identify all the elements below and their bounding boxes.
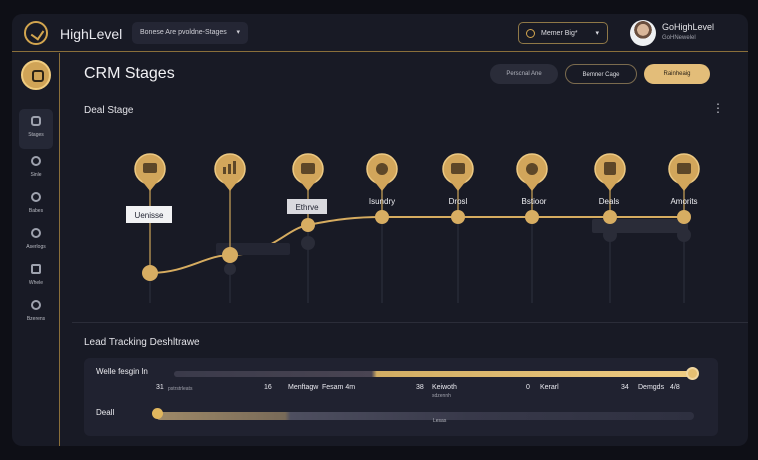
stage-pin-5[interactable] (442, 153, 474, 217)
metric-label: pstrstrleats (168, 386, 193, 392)
user-icon (31, 228, 41, 238)
deal-progress-knob[interactable] (152, 408, 163, 419)
deal-stage-title: Deal Stage (84, 105, 134, 116)
sidebar-item-label: Aserlogs (26, 244, 46, 250)
stage-pin-2[interactable] (214, 153, 246, 255)
deal-track-label: Deall (96, 408, 115, 417)
metric-value: 0 (526, 384, 530, 391)
lead-progress-track[interactable] (174, 371, 694, 377)
metric-value: 34 (621, 384, 629, 391)
stage-pin-3[interactable] (292, 153, 324, 225)
section-divider (72, 322, 748, 323)
highlevel-logo-icon (24, 21, 48, 45)
account-select-label: Memer Big* (541, 30, 578, 37)
personal-button[interactable]: Perscnal Ane (490, 64, 558, 84)
brand-name: HighLevel (60, 26, 123, 42)
deal-progress-track[interactable] (156, 412, 694, 420)
metric-label: 4/8 (670, 384, 680, 391)
sidebar-item-label: Babes (28, 208, 44, 214)
sidebar-item-label: Whele (28, 280, 44, 286)
metric-label: Fesam 4m (322, 384, 356, 391)
pipeline-select-label: Bonese Are pvoldne-Stages (140, 29, 227, 36)
workspace-badge-icon[interactable] (21, 60, 51, 90)
metric-label: Menftagw (288, 384, 319, 391)
sidebar-item-bzerens[interactable]: Bzerens (19, 293, 53, 333)
stage-label-7: Deals (599, 197, 619, 206)
stage-pin-6[interactable] (516, 153, 548, 217)
gear-icon (31, 156, 41, 166)
sidebar-item-label: Sinle (30, 172, 42, 178)
metric-label: Kerarl (540, 384, 559, 391)
chart-icon (31, 116, 41, 126)
stage-label-6: Bstioor (522, 197, 547, 206)
lead-tracking-panel: Welle fesgin ln 31 pstrstrleats 16 Menft… (84, 358, 718, 436)
more-options-icon[interactable]: ⋮ (712, 101, 724, 115)
sidebar-item-label: Bzerens (26, 316, 46, 322)
chevron-down-icon: ▾ (595, 30, 599, 37)
page-title: CRM Stages (84, 65, 175, 82)
sidebar-item-sinle[interactable]: Sinle (19, 149, 53, 189)
metric-value: 16 (264, 384, 272, 391)
sidebar-item-whele[interactable]: Whele (19, 257, 53, 297)
stage-pin-1[interactable] (134, 153, 166, 273)
stage-pin-7[interactable] (594, 153, 626, 217)
sidebar-item-label: Stages (28, 132, 44, 138)
stage-label-1: Uenisse (135, 211, 164, 220)
deal-stage-chart-svg: Uenisse Ethrve Isundry Drosl Bstioor Dea… (126, 153, 700, 303)
user-subtitle: GoHNewelel (662, 35, 696, 41)
main-content: CRM Stages Perscnal Ane Bemner Cage Rain… (72, 53, 748, 446)
metric-value: 38 (416, 384, 424, 391)
metric-sublabel: sdzennh (432, 393, 451, 399)
chevron-down-icon: ▾ (236, 29, 240, 36)
warning-icon (31, 264, 41, 274)
lead-track-label: Welle fesgin ln (96, 367, 148, 376)
stage-pin-4[interactable] (366, 153, 398, 217)
user-name: GoHighLevel (662, 22, 715, 32)
stage-pin-8[interactable] (668, 153, 700, 217)
lead-tracking-title: Lead Tracking Deshltrawe (84, 337, 200, 348)
metric-label: Keiwoth (432, 384, 457, 391)
shield-icon (31, 192, 41, 202)
avatar[interactable] (630, 20, 656, 46)
account-icon (526, 29, 535, 38)
sidebar: Stages Sinle Babes Aserlogs Whele Bzeren… (12, 53, 60, 446)
account-select[interactable]: Memer Big* ▾ (518, 22, 608, 44)
deal-track-caption: Lesas (433, 418, 447, 424)
deal-stage-chart: Uenisse Ethrve Isundry Drosl Bstioor Dea… (86, 127, 726, 317)
app-window: HighLevel Bonese Are pvoldne-Stages ▾ Me… (12, 14, 748, 446)
sidebar-item-aserlogs[interactable]: Aserlogs (19, 221, 53, 261)
metric-label: Demgds (638, 384, 665, 391)
stage-label-4: Isundry (369, 197, 395, 206)
banner-cage-button[interactable]: Bemner Cage (565, 64, 637, 84)
stage-label-3: Ethrve (295, 203, 319, 212)
stage-label-5: Drosl (449, 197, 468, 206)
stage-label-8: Amorits (670, 197, 697, 206)
metric-value: 31 (156, 384, 164, 391)
rainheaig-button[interactable]: Rainheaig (644, 64, 710, 84)
play-icon (31, 300, 41, 310)
lead-progress-knob[interactable] (686, 367, 699, 380)
sidebar-item-babes[interactable]: Babes (19, 185, 53, 225)
pipeline-select[interactable]: Bonese Are pvoldne-Stages ▾ (132, 22, 248, 44)
sidebar-item-stages[interactable]: Stages (19, 109, 53, 149)
top-bar: HighLevel Bonese Are pvoldne-Stages ▾ Me… (12, 14, 748, 52)
